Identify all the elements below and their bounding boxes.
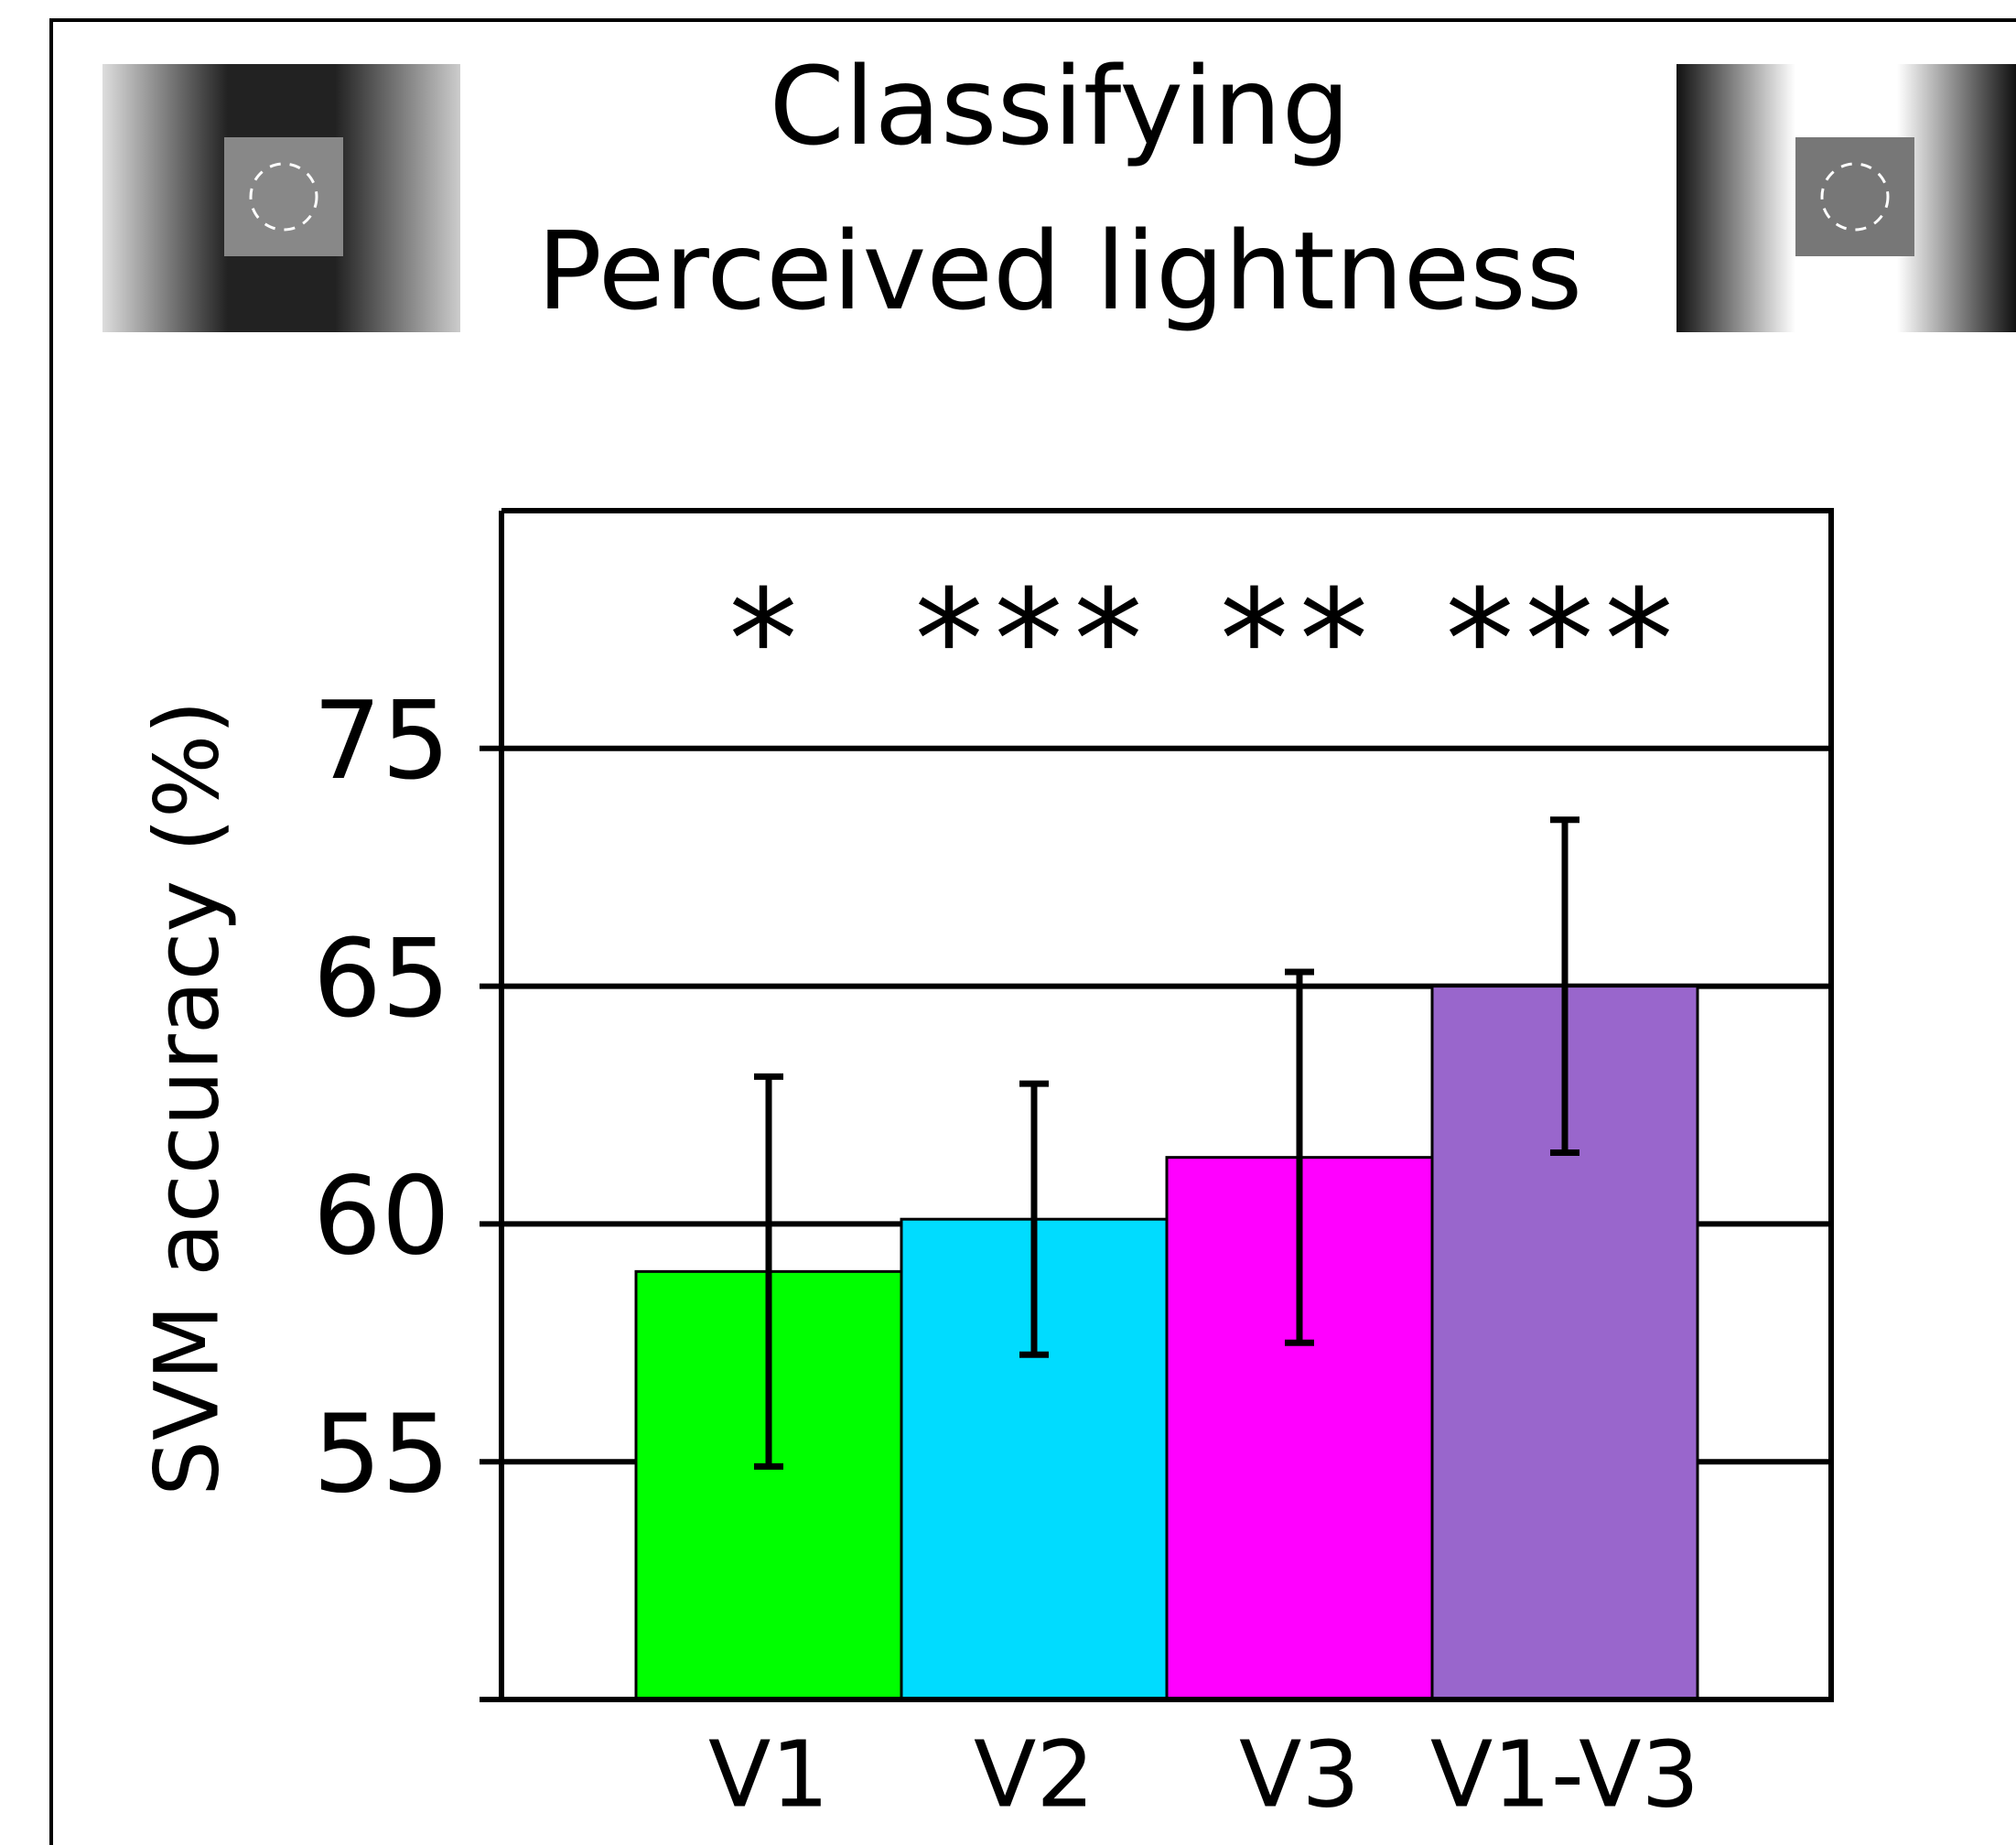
stimulus-right: [1676, 64, 2016, 332]
significance-label: *: [729, 561, 809, 720]
significance-label: ***: [1446, 561, 1685, 720]
title-line: Perceived lightness: [537, 208, 1582, 334]
y-tick-label: 55: [313, 1390, 450, 1516]
significance-label: ***: [915, 561, 1154, 720]
stimulus-left: [102, 64, 460, 332]
significance-label: **: [1220, 561, 1379, 720]
y-tick-label: 75: [313, 677, 450, 804]
x-tick-label: V1: [708, 1721, 829, 1828]
figure: Classifying Perceived lightness SVM accu…: [0, 0, 2016, 1845]
y-axis-label: SVM accuracy (%): [135, 700, 238, 1496]
y-tick-label: 65: [313, 915, 450, 1041]
title-line: Classifying: [770, 43, 1351, 169]
y-tick-label: 60: [313, 1153, 450, 1279]
plot: 55 60 65 75 V1 * V2 *** V3 ** V1-V3 ***: [313, 511, 1831, 1828]
x-tick-label: V1-V3: [1430, 1721, 1699, 1828]
x-tick-label: V3: [1239, 1721, 1360, 1828]
x-tick-label: V2: [974, 1721, 1094, 1828]
